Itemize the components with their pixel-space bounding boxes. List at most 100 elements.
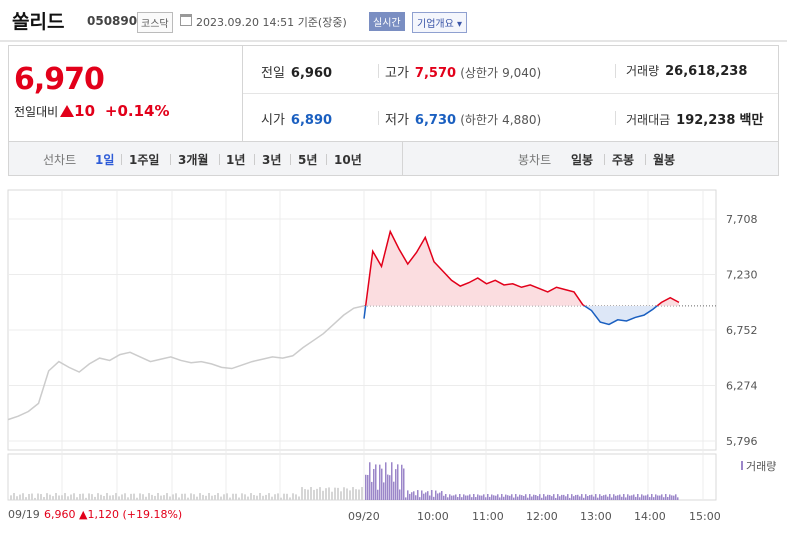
- volume-bar-prev: [73, 493, 75, 500]
- volume-bar-prev: [295, 494, 297, 500]
- volume-bar-prev: [241, 493, 243, 500]
- volume-bar-prev: [199, 493, 201, 500]
- tab-1d[interactable]: 1일: [95, 153, 115, 167]
- volume-bar-prev: [175, 493, 177, 500]
- volume-bar-today: [395, 469, 397, 500]
- volume-bar-today: [503, 496, 505, 500]
- volume-bar-prev: [286, 493, 288, 500]
- volume-bar-prev: [34, 497, 36, 500]
- volume-bar-today: [449, 494, 451, 500]
- volume-bar-prev: [121, 494, 123, 500]
- tab-10y[interactable]: 10년: [334, 153, 362, 167]
- volume-bar-today: [673, 495, 675, 500]
- volume-bar-today: [469, 494, 471, 500]
- volume-bar-today: [619, 494, 621, 500]
- volume-bar-prev: [190, 493, 192, 500]
- volume-bar-today: [601, 495, 603, 500]
- volume-bar-today: [605, 494, 607, 500]
- volume-bar-prev: [172, 494, 174, 500]
- volume-bar-today: [575, 494, 577, 500]
- tab-3y[interactable]: 3년: [262, 153, 282, 167]
- volume-bar-prev: [193, 494, 195, 500]
- volume-bar-prev: [304, 489, 306, 500]
- volume-bar-prev: [289, 497, 291, 500]
- volume-bar-today: [595, 494, 597, 500]
- volume-bar-prev: [217, 493, 219, 500]
- tab-3m[interactable]: 3개월: [178, 153, 209, 167]
- tab-weekly[interactable]: 주봉: [612, 153, 635, 167]
- volume-bar-today: [603, 495, 605, 500]
- volume-bar-today: [425, 492, 427, 500]
- volume-bar-prev: [358, 489, 360, 500]
- volume-bar-prev: [355, 489, 357, 500]
- volume-bar-today: [509, 495, 511, 500]
- volume-bar-today: [417, 490, 419, 500]
- volume-bar-prev: [334, 487, 336, 500]
- volume-bar-today: [463, 494, 465, 500]
- volume-bar-prev: [307, 489, 309, 500]
- volume-bar-today: [477, 494, 479, 500]
- volume-bar-prev: [166, 493, 168, 500]
- volume-bar-today: [411, 492, 413, 500]
- volume-bar-today: [585, 494, 587, 500]
- volume-bar-prev: [157, 493, 159, 500]
- volume-bar-prev: [271, 496, 273, 500]
- volume-bar-today: [533, 494, 535, 500]
- volume-bar-prev: [265, 494, 267, 500]
- volume-bar-today: [567, 494, 569, 500]
- volume-bar-today: [633, 494, 635, 500]
- tab-1w[interactable]: 1주일: [129, 153, 160, 167]
- volume-bar-prev: [55, 493, 57, 500]
- volume-bar-today: [445, 494, 447, 500]
- volume-bar-today: [571, 494, 573, 500]
- volume-bar-prev: [106, 493, 108, 500]
- x-tick-label: 12:00: [526, 510, 558, 523]
- volume-bar-today: [555, 497, 557, 500]
- volume-bar-prev: [220, 496, 222, 500]
- volume-bar-prev: [37, 493, 39, 500]
- volume-bar-today: [639, 497, 641, 500]
- current-price-panel: 6,970 전일대비 10 +0.14%: [9, 46, 243, 141]
- volume-bar-today: [473, 494, 475, 500]
- volume-bar-prev: [94, 496, 96, 500]
- volume-bar-prev: [322, 490, 324, 500]
- volume-bar-today: [651, 494, 653, 500]
- y-tick-label: 6,274: [726, 380, 758, 393]
- open-price: 시가 6,890: [261, 113, 333, 128]
- volume-bar-today: [675, 494, 677, 500]
- volume-bar-today: [573, 496, 575, 500]
- volume-bar-today: [517, 496, 519, 500]
- volume-bar-today: [523, 495, 525, 500]
- volume-bar-today: [419, 497, 421, 500]
- volume-bar-today: [613, 494, 615, 500]
- volume-bar-today: [451, 495, 453, 500]
- x-tick-label: 11:00: [472, 510, 504, 523]
- volume-bar-today: [489, 496, 491, 500]
- volume-bar-prev: [16, 496, 18, 500]
- volume-bar-today: [423, 493, 425, 500]
- volume-bar-today: [405, 497, 407, 500]
- tab-daily[interactable]: 일봉: [571, 153, 594, 167]
- volume-bar-today: [607, 496, 609, 500]
- volume-bar-today: [371, 481, 373, 500]
- volume-bar-today: [671, 495, 673, 500]
- volume-bar-prev: [43, 496, 45, 500]
- volume-bar-today: [431, 490, 433, 500]
- realtime-button[interactable]: 실시간: [369, 12, 405, 31]
- volume-bar-prev: [274, 494, 276, 500]
- volume-bar-today: [635, 496, 637, 500]
- volume-bar-prev: [97, 493, 99, 500]
- volume-bar-prev: [151, 494, 153, 500]
- tab-5y[interactable]: 5년: [298, 153, 318, 167]
- volume-bar-today: [369, 462, 371, 500]
- tab-monthly[interactable]: 월봉: [653, 153, 676, 167]
- tab-1y[interactable]: 1년: [226, 153, 246, 167]
- volume-bar-today: [399, 489, 401, 500]
- company-info-dropdown[interactable]: 기업개요 ▾: [412, 12, 468, 33]
- stock-code: 050890: [87, 14, 138, 28]
- volume-bar-today: [677, 497, 679, 500]
- volume-bar-prev: [160, 495, 162, 500]
- volume-bar-today: [513, 497, 515, 500]
- volume-bar-prev: [127, 497, 129, 500]
